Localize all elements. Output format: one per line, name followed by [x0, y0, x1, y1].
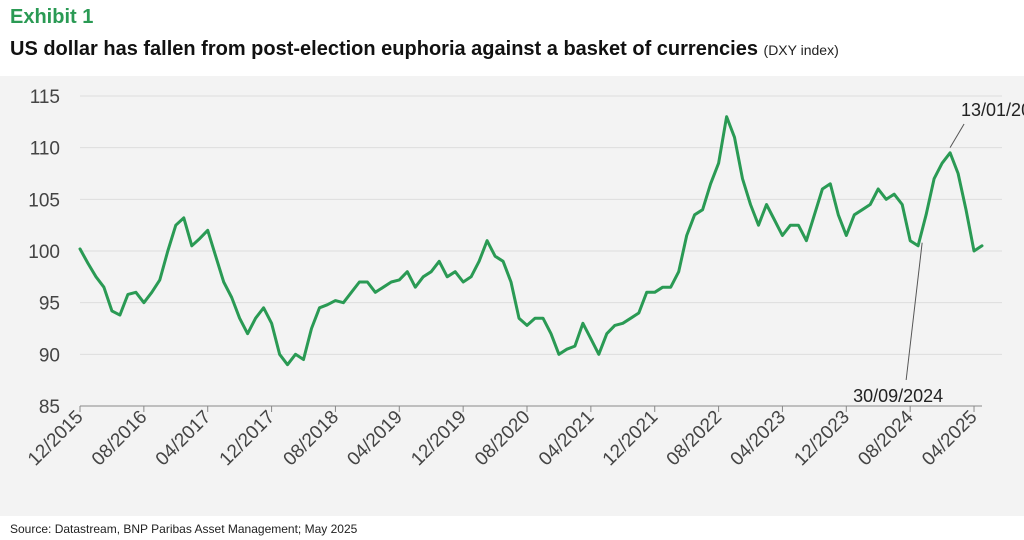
annotation-label: 13/01/2025	[961, 100, 1024, 120]
chart-title-text: US dollar has fallen from post-election …	[10, 38, 758, 60]
chart-subtitle: (DXY index)	[763, 42, 839, 58]
x-tick-label: 12/2021	[599, 407, 662, 470]
y-tick-label: 85	[39, 397, 60, 418]
x-tick-label: 04/2019	[343, 407, 406, 470]
annotation-leader	[905, 242, 923, 381]
x-tick-label: 12/2023	[790, 407, 853, 470]
x-tick-label: 08/2018	[280, 407, 343, 470]
chart-title: US dollar has fallen from post-election …	[10, 38, 839, 61]
x-tick-label: 04/2021	[535, 407, 598, 470]
annotation-leader	[949, 123, 965, 148]
x-tick-label: 08/2016	[88, 407, 151, 470]
y-tick-label: 115	[30, 87, 60, 108]
grid-layer	[80, 95, 1002, 355]
x-tick-label: 08/2024	[854, 406, 918, 470]
y-tick-label: 95	[39, 294, 60, 315]
x-tick-label: 04/2023	[727, 407, 790, 470]
annotation-layer: 13/01/2025 30/09/2024	[853, 100, 1024, 406]
x-tick-label: 08/2022	[663, 407, 726, 470]
exhibit-label: Exhibit 1	[10, 6, 94, 28]
x-tick-label: 12/2017	[216, 407, 279, 470]
chart-panel: 85 90 95 100 105 110 115 12/2015 08/2016 04/2017 1…	[0, 76, 1024, 516]
y-tick-label: 90	[39, 345, 60, 366]
annotation-label: 30/09/2024	[853, 386, 943, 406]
line-layer	[78, 115, 984, 367]
x-tick-label: 12/2019	[407, 407, 470, 470]
x-tick-label: 08/2020	[471, 407, 534, 470]
source-note: Source: Datastream, BNP Paribas Asset Ma…	[10, 522, 358, 536]
y-tick-label: 110	[30, 139, 60, 160]
x-tick-label: 04/2017	[152, 407, 215, 470]
y-tick-label: 100	[28, 242, 60, 263]
dxy-series-line	[78, 115, 984, 367]
x-tick-label: 04/2025	[918, 407, 981, 470]
y-tick-label: 105	[28, 190, 60, 211]
